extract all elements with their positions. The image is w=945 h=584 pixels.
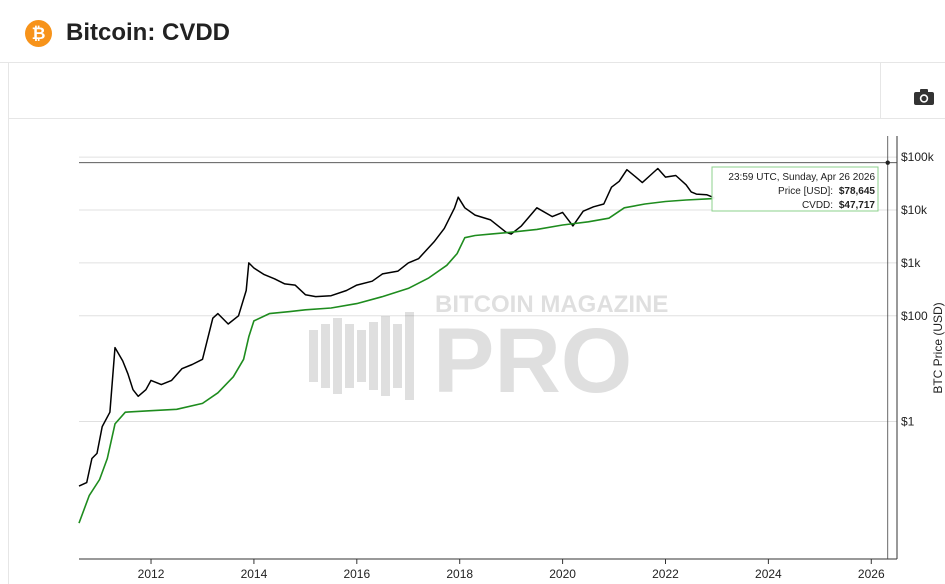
- watermark: BITCOIN MAGAZINE PRO: [309, 291, 668, 412]
- hover-layer: 23:59 UTC, Sunday, Apr 26 2026 Price [US…: [79, 136, 897, 559]
- camera-icon[interactable]: [913, 88, 935, 106]
- x-tick-label: 2016: [343, 567, 370, 581]
- y-tick-label: $100k: [901, 150, 935, 164]
- x-tick-label: 2014: [241, 567, 268, 581]
- tooltip-price-row: Price [USD]: $78,645: [778, 186, 875, 197]
- watermark-line2: PRO: [433, 310, 632, 412]
- header: ₿ Bitcoin: CVDD: [0, 0, 945, 63]
- page-title: Bitcoin: CVDD: [66, 19, 230, 46]
- y-tick-label: $10k: [901, 203, 928, 217]
- tooltip-price-value: $78,645: [839, 186, 876, 197]
- bitcoin-logo-icon: ₿: [25, 20, 52, 47]
- x-axis-ticks: 2012 2014 2016 2018 2020 2022 2024 2026: [138, 559, 885, 581]
- cvdd-series-line: [78, 197, 715, 524]
- y-tick-label: $1k: [901, 256, 921, 270]
- toolbar-divider: [880, 62, 881, 118]
- tooltip-cvdd-label: CVDD:: [802, 200, 833, 211]
- y-tick-label: $1: [901, 415, 915, 429]
- y-axis-ticks: $1 $100 $1k $10k $100k: [901, 150, 935, 428]
- watermark-line1: BITCOIN MAGAZINE: [435, 291, 668, 318]
- x-tick-label: 2024: [755, 567, 782, 581]
- x-tick-label: 2020: [549, 567, 576, 581]
- chart-area: BITCOIN MAGAZINE PRO 2012 2014 2016 2018 202…: [8, 118, 945, 584]
- y-axis-title: BTC Price (USD): [931, 302, 945, 393]
- x-tick-label: 2026: [858, 567, 885, 581]
- tooltip-price-label: Price [USD]:: [778, 186, 833, 197]
- tooltip-date: 23:59 UTC, Sunday, Apr 26 2026: [728, 172, 875, 183]
- x-tick-label: 2018: [446, 567, 473, 581]
- tooltip-cvdd-row: CVDD: $47,717: [802, 200, 875, 211]
- cvdd-chart[interactable]: BITCOIN MAGAZINE PRO 2012 2014 2016 2018 202…: [9, 118, 945, 584]
- crosshair-dot: [885, 160, 890, 165]
- series-layer: [78, 167, 715, 524]
- y-tick-label: $100: [901, 309, 928, 323]
- x-tick-label: 2022: [652, 567, 679, 581]
- tooltip-cvdd-value: $47,717: [839, 200, 876, 211]
- chart-toolbar: [8, 62, 945, 119]
- x-tick-label: 2012: [138, 567, 165, 581]
- watermark-bars-icon: [309, 312, 414, 400]
- tooltip-box: [711, 166, 879, 212]
- price-series-line: [78, 167, 715, 487]
